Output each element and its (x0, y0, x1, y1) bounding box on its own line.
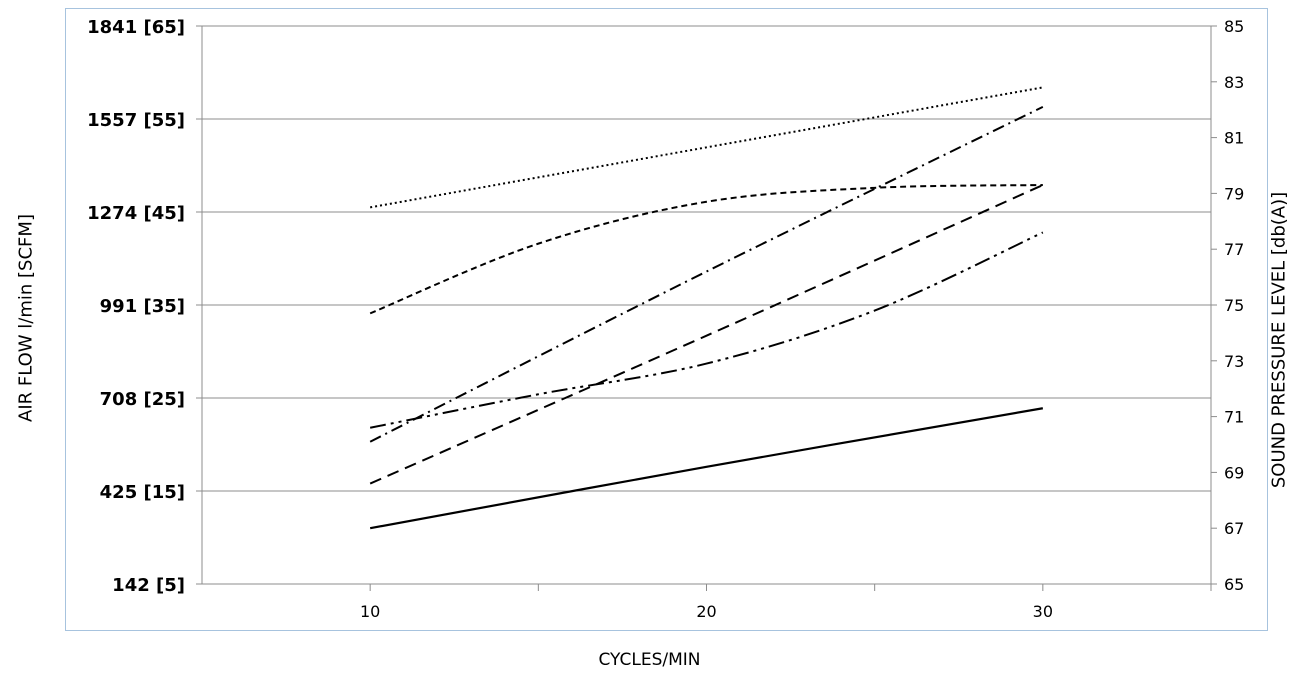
y-left-tick-label: 1557 [55] (87, 110, 185, 131)
chart-outer-border (65, 8, 1268, 631)
y-axis-right-label-box: SOUND PRESSURE LEVEL [db(A)] (1262, 120, 1296, 560)
x-tick-label: 10 (360, 602, 380, 621)
y-right-tick-label: 77 (1224, 240, 1244, 259)
y-axis-left-label: AIR FLOW l/min [SCFM] (15, 214, 37, 422)
y-right-tick-label: 79 (1224, 184, 1244, 203)
y-right-tick-label: 85 (1224, 17, 1244, 36)
x-tick-label: 30 (1033, 602, 1053, 621)
series-lines (369, 86, 1044, 530)
y-right-tick-label: 67 (1224, 519, 1244, 538)
x-tick-label: 20 (696, 602, 716, 621)
y-right-tick-label: 69 (1224, 463, 1244, 482)
x-axis-label: CYCLES/MIN (598, 650, 701, 670)
series-line-short-dash (369, 184, 1043, 315)
axes (196, 25, 1217, 591)
series-line-solid (369, 407, 1044, 530)
y-right-tick-label: 83 (1224, 73, 1244, 92)
y-right-tick-label: 65 (1224, 575, 1244, 594)
y-axis-right-label: SOUND PRESSURE LEVEL [db(A)] (1268, 191, 1290, 489)
y-right-tick-label: 81 (1224, 129, 1244, 148)
y-right-tick-label: 73 (1224, 352, 1244, 371)
y-right-tick-label: 71 (1224, 408, 1244, 427)
grid-lines (202, 118, 1211, 492)
series-line-long-dash (369, 184, 1044, 485)
y-left-tick-label: 1841 [65] (87, 17, 185, 38)
y-left-tick-label: 425 [15] (100, 482, 185, 503)
y-left-tick-label: 142 [5] (112, 575, 185, 596)
series-line-dotted (369, 86, 1044, 209)
series-line-dash-dot-dot (369, 231, 1044, 429)
y-left-tick-label: 1274 [45] (87, 203, 185, 224)
y-right-tick-label: 75 (1224, 296, 1244, 315)
y-axis-left-label-box: AIR FLOW l/min [SCFM] (6, 148, 46, 488)
tick-labels: 1841 [65] 1557 [55] 1274 [45] 991 [35] 708 [… (87, 17, 1244, 621)
y-left-tick-label: 708 [25] (100, 389, 185, 410)
y-left-tick-label: 991 [35] (100, 296, 185, 317)
